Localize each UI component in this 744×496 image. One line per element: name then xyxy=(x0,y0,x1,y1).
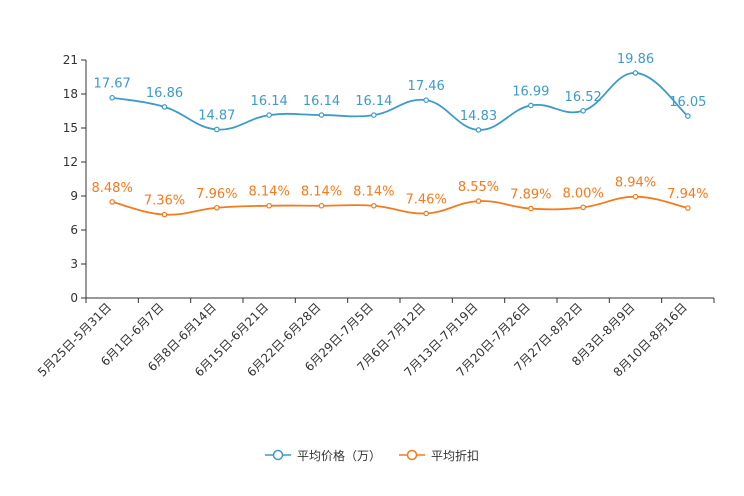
data-label: 14.83 xyxy=(460,109,497,124)
data-label: 8.14% xyxy=(249,185,290,200)
x-axis: 5月25日-5月31日6月1日-6月7日6月8日-6月14日6月15日-6月21… xyxy=(35,297,715,380)
legend-price-line-icon xyxy=(264,449,291,461)
data-point[interactable] xyxy=(475,127,482,133)
data-point[interactable] xyxy=(685,205,691,211)
y-tick-label: 18 xyxy=(63,87,78,101)
data-label: 8.14% xyxy=(353,185,394,200)
legend: 平均价格（万） 平均折扣 xyxy=(0,444,744,466)
data-point[interactable] xyxy=(423,97,429,103)
data-label: 8.14% xyxy=(301,185,342,200)
data-point[interactable] xyxy=(632,193,639,200)
data-point[interactable] xyxy=(161,104,168,110)
y-tick-label: 12 xyxy=(63,155,78,169)
data-label: 8.94% xyxy=(615,176,656,191)
data-label: 16.52 xyxy=(565,90,602,105)
data-point[interactable] xyxy=(371,202,377,209)
data-point[interactable] xyxy=(266,202,272,209)
data-label: 8.48% xyxy=(92,181,133,196)
data-point[interactable] xyxy=(685,113,691,119)
y-axis: 0 3 6 9 12 15 18 21 xyxy=(63,53,87,305)
y-tick-label: 9 xyxy=(70,189,78,203)
data-label: 7.36% xyxy=(144,194,185,209)
data-point[interactable] xyxy=(109,94,115,101)
data-label: 7.94% xyxy=(667,187,708,202)
data-label: 7.96% xyxy=(196,187,237,202)
data-label: 17.46 xyxy=(408,79,445,94)
data-point[interactable] xyxy=(266,112,272,118)
data-label: 8.55% xyxy=(458,180,499,195)
data-label: 16.05 xyxy=(669,95,706,110)
legend-discount-label: 平均折扣 xyxy=(431,448,480,463)
data-label: 16.14 xyxy=(303,94,340,109)
data-label: 17.67 xyxy=(94,77,131,92)
y-tick-label: 15 xyxy=(63,121,78,135)
data-point[interactable] xyxy=(423,210,429,217)
series-layer xyxy=(109,70,691,218)
data-point[interactable] xyxy=(632,70,639,76)
data-point[interactable] xyxy=(318,112,325,118)
x-tick-label: 5月25日-5月31日 xyxy=(35,300,114,379)
data-point[interactable] xyxy=(528,102,534,109)
legend-price-label: 平均价格（万） xyxy=(296,448,381,463)
y-tick-label: 21 xyxy=(63,53,78,67)
data-point[interactable] xyxy=(528,205,534,212)
data-point[interactable] xyxy=(214,126,220,133)
data-point[interactable] xyxy=(371,112,377,118)
data-label: 16.14 xyxy=(251,94,288,109)
data-point[interactable] xyxy=(161,211,168,218)
data-label: 8.00% xyxy=(563,186,604,201)
legend-item-discount[interactable]: 平均折扣 xyxy=(399,447,479,464)
series-line-1 xyxy=(111,195,689,216)
data-point[interactable] xyxy=(109,199,115,205)
data-label: 19.86 xyxy=(617,52,654,67)
data-label: 16.14 xyxy=(355,94,392,109)
data-label: 16.99 xyxy=(512,84,549,99)
data-point[interactable] xyxy=(318,202,325,209)
data-label: 16.86 xyxy=(146,86,183,101)
y-tick-label: 0 xyxy=(70,291,78,305)
legend-discount-line-icon xyxy=(399,449,425,461)
data-label: 14.87 xyxy=(198,108,235,123)
y-tick-label: 6 xyxy=(70,223,78,237)
y-tick-label: 3 xyxy=(70,257,78,271)
data-point[interactable] xyxy=(475,198,482,204)
data-point[interactable] xyxy=(580,204,586,211)
data-label-layer: 17.67 16.86 14.87 16.14 16.14 16.14 17.46 14.83… xyxy=(92,52,709,209)
data-point[interactable] xyxy=(580,107,586,114)
data-label: 7.89% xyxy=(510,188,551,203)
data-point[interactable] xyxy=(214,204,220,211)
data-label: 7.46% xyxy=(406,192,447,207)
legend-item-price[interactable]: 平均价格（万） xyxy=(264,447,381,464)
